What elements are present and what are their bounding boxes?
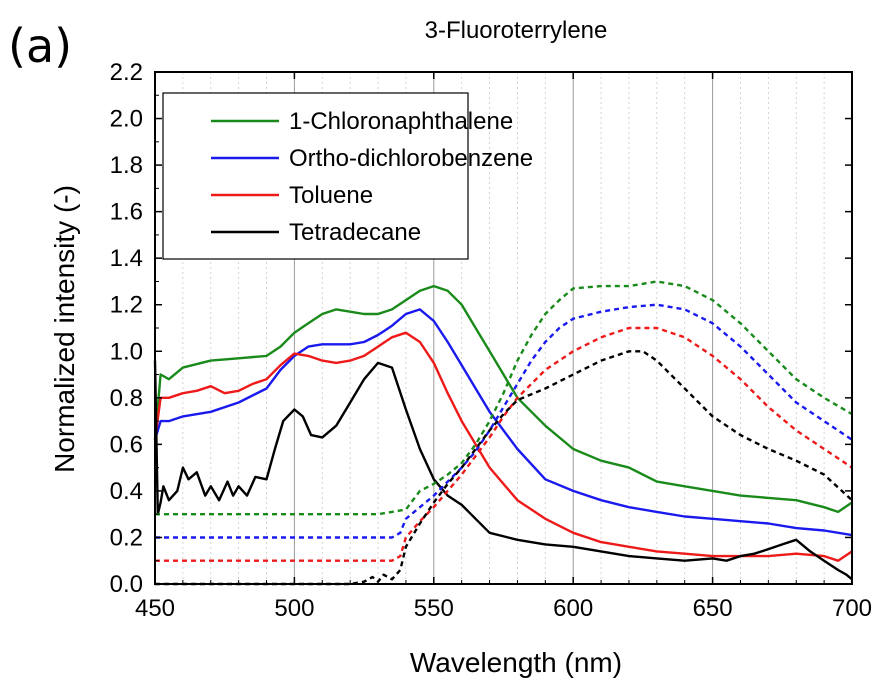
series-line-3	[153, 331, 853, 562]
y-tick-label: 1.8	[110, 152, 143, 179]
legend-entry-label: Toluene	[289, 182, 373, 209]
x-tick-label: 700	[832, 595, 872, 622]
y-tick-label: 1.4	[110, 245, 143, 272]
y-tick-label: 2.0	[110, 106, 143, 133]
legend: 1-Chloronaphthalene Ortho-dichlorobenzene…	[162, 92, 533, 260]
legend-entry-label: Ortho-dichlorobenzene	[289, 145, 533, 172]
series-line-4	[153, 360, 853, 581]
panel-label: (a)	[8, 19, 72, 73]
legend-entry-label: Tetradecane	[289, 219, 421, 246]
x-tick-label: 450	[135, 595, 175, 622]
y-tick-label: 1.0	[110, 338, 143, 365]
x-tick-label: 550	[414, 595, 454, 622]
series-line-1	[153, 284, 853, 514]
dashed-series-line-7	[155, 326, 853, 562]
dashed-series-line-5	[155, 280, 853, 516]
axis-ticks: 450 500 550 600 650 700 0.0 0.2 0.4 0.6 0.8 1.0 1.2 1…	[110, 59, 872, 622]
y-axis-label: Normalized intensity (-)	[49, 185, 80, 473]
y-tick-label: 0.6	[110, 431, 143, 458]
y-tick-label: 0.4	[110, 478, 143, 505]
chart-title: 3-Fluoroterrylene	[425, 17, 608, 44]
series-line-2	[153, 308, 853, 537]
y-tick-label: 0.0	[110, 571, 143, 598]
x-tick-label: 500	[274, 595, 314, 622]
x-tick-label: 600	[553, 595, 593, 622]
y-tick-label: 0.2	[110, 524, 143, 551]
y-tick-label: 2.2	[110, 59, 143, 86]
dashed-series-line-6	[155, 303, 853, 539]
x-axis-label: Wavelength (nm)	[410, 647, 622, 678]
y-tick-label: 1.6	[110, 199, 143, 226]
y-tick-label: 1.2	[110, 292, 143, 319]
legend-entry-label: 1-Chloronaphthalene	[289, 108, 513, 135]
dashed-series-line-8	[155, 350, 853, 586]
x-tick-label: 650	[693, 595, 733, 622]
plot-area	[153, 280, 853, 586]
y-tick-label: 0.8	[110, 385, 143, 412]
